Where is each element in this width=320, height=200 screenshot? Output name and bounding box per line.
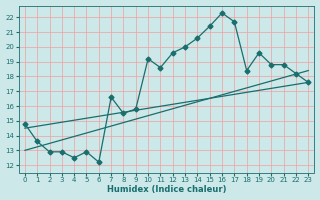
- X-axis label: Humidex (Indice chaleur): Humidex (Indice chaleur): [107, 185, 226, 194]
